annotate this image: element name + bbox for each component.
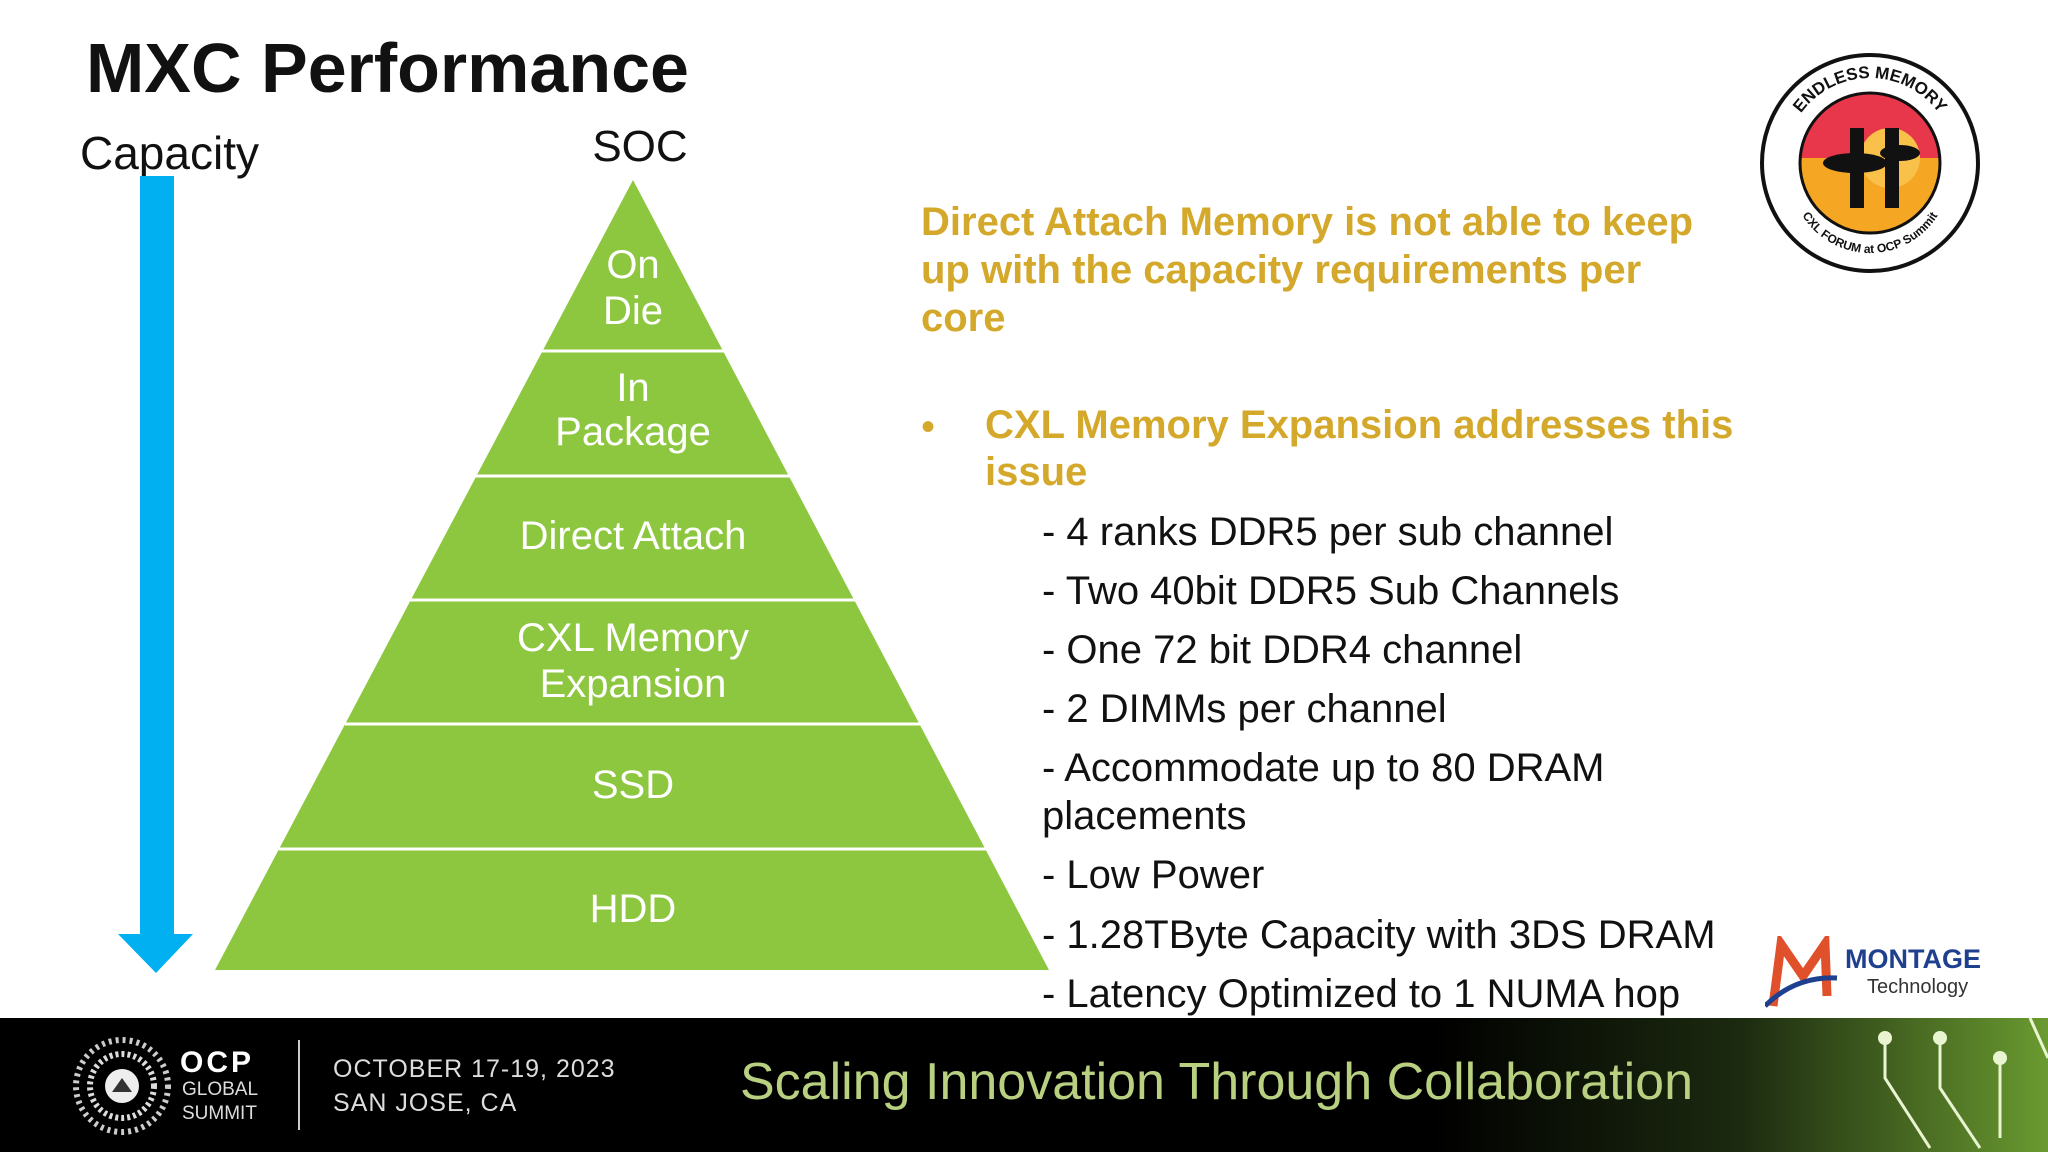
sub-item: - Latency Optimized to 1 NUMA hop: [1042, 972, 1681, 1016]
arrow-shaft: [140, 176, 174, 936]
tier-hdd: HDD: [589, 887, 677, 931]
memory-pyramid: [215, 180, 1049, 970]
ocp-globe-icon: [73, 1037, 171, 1135]
capacity-arrow: [118, 176, 193, 973]
tier-in-package: In Package: [555, 366, 711, 454]
arrow-head: [118, 934, 193, 973]
capacity-label: Capacity: [80, 127, 259, 179]
footer-banner: [0, 1018, 2048, 1152]
sub-item: - Two 40bit DDR5 Sub Channels: [1042, 569, 1620, 613]
montage-m-icon: [1765, 936, 1838, 1008]
bullet-icon: •: [921, 405, 936, 449]
sub-item: - 2 DIMMs per channel: [1042, 687, 1447, 731]
pyramid-shape: [215, 180, 1049, 970]
sub-item: - One 72 bit DDR4 channel: [1042, 628, 1523, 672]
tier-ssd: SSD: [591, 763, 675, 807]
footer-org: OCP: [180, 1046, 255, 1079]
tier-cxl-memory-expansion: CXL Memory Expansion: [517, 616, 749, 706]
endless-memory-logo: ENDLESS MEMORY CXL FORUM at OCP Summit: [1760, 53, 1980, 273]
footer-divider: [298, 1040, 300, 1130]
slide-title: MXC Performance: [86, 29, 689, 107]
circuit-decoration: [1878, 1018, 2048, 1149]
footer-event-info: OCTOBER 17-19, 2023 SAN JOSE, CA: [333, 1055, 616, 1117]
bullet-text: CXL Memory Expansion addresses this issu…: [985, 403, 1734, 494]
montage-logo: MONTAGE Technology: [1765, 936, 2005, 1010]
headline: Direct Attach Memory is not able to keep…: [921, 200, 1694, 340]
sub-item: - 4 ranks DDR5 per sub channel: [1042, 510, 1614, 554]
sub-item: - Accommodate up to 80 DRAM placements: [1042, 746, 1605, 838]
tier-dividers: [279, 349, 987, 851]
sub-item: - 1.28TByte Capacity with 3DS DRAM: [1042, 913, 1716, 957]
tier-direct-attach: Direct Attach: [519, 514, 747, 558]
sub-item: - Low Power: [1042, 853, 1265, 897]
footer-tagline: Scaling Innovation Through Collaboration: [740, 1053, 1694, 1111]
footer-org-sub: GLOBAL SUMMIT: [182, 1079, 259, 1124]
soc-label: SOC: [592, 122, 688, 171]
tier-on-die: On Die: [602, 243, 664, 333]
